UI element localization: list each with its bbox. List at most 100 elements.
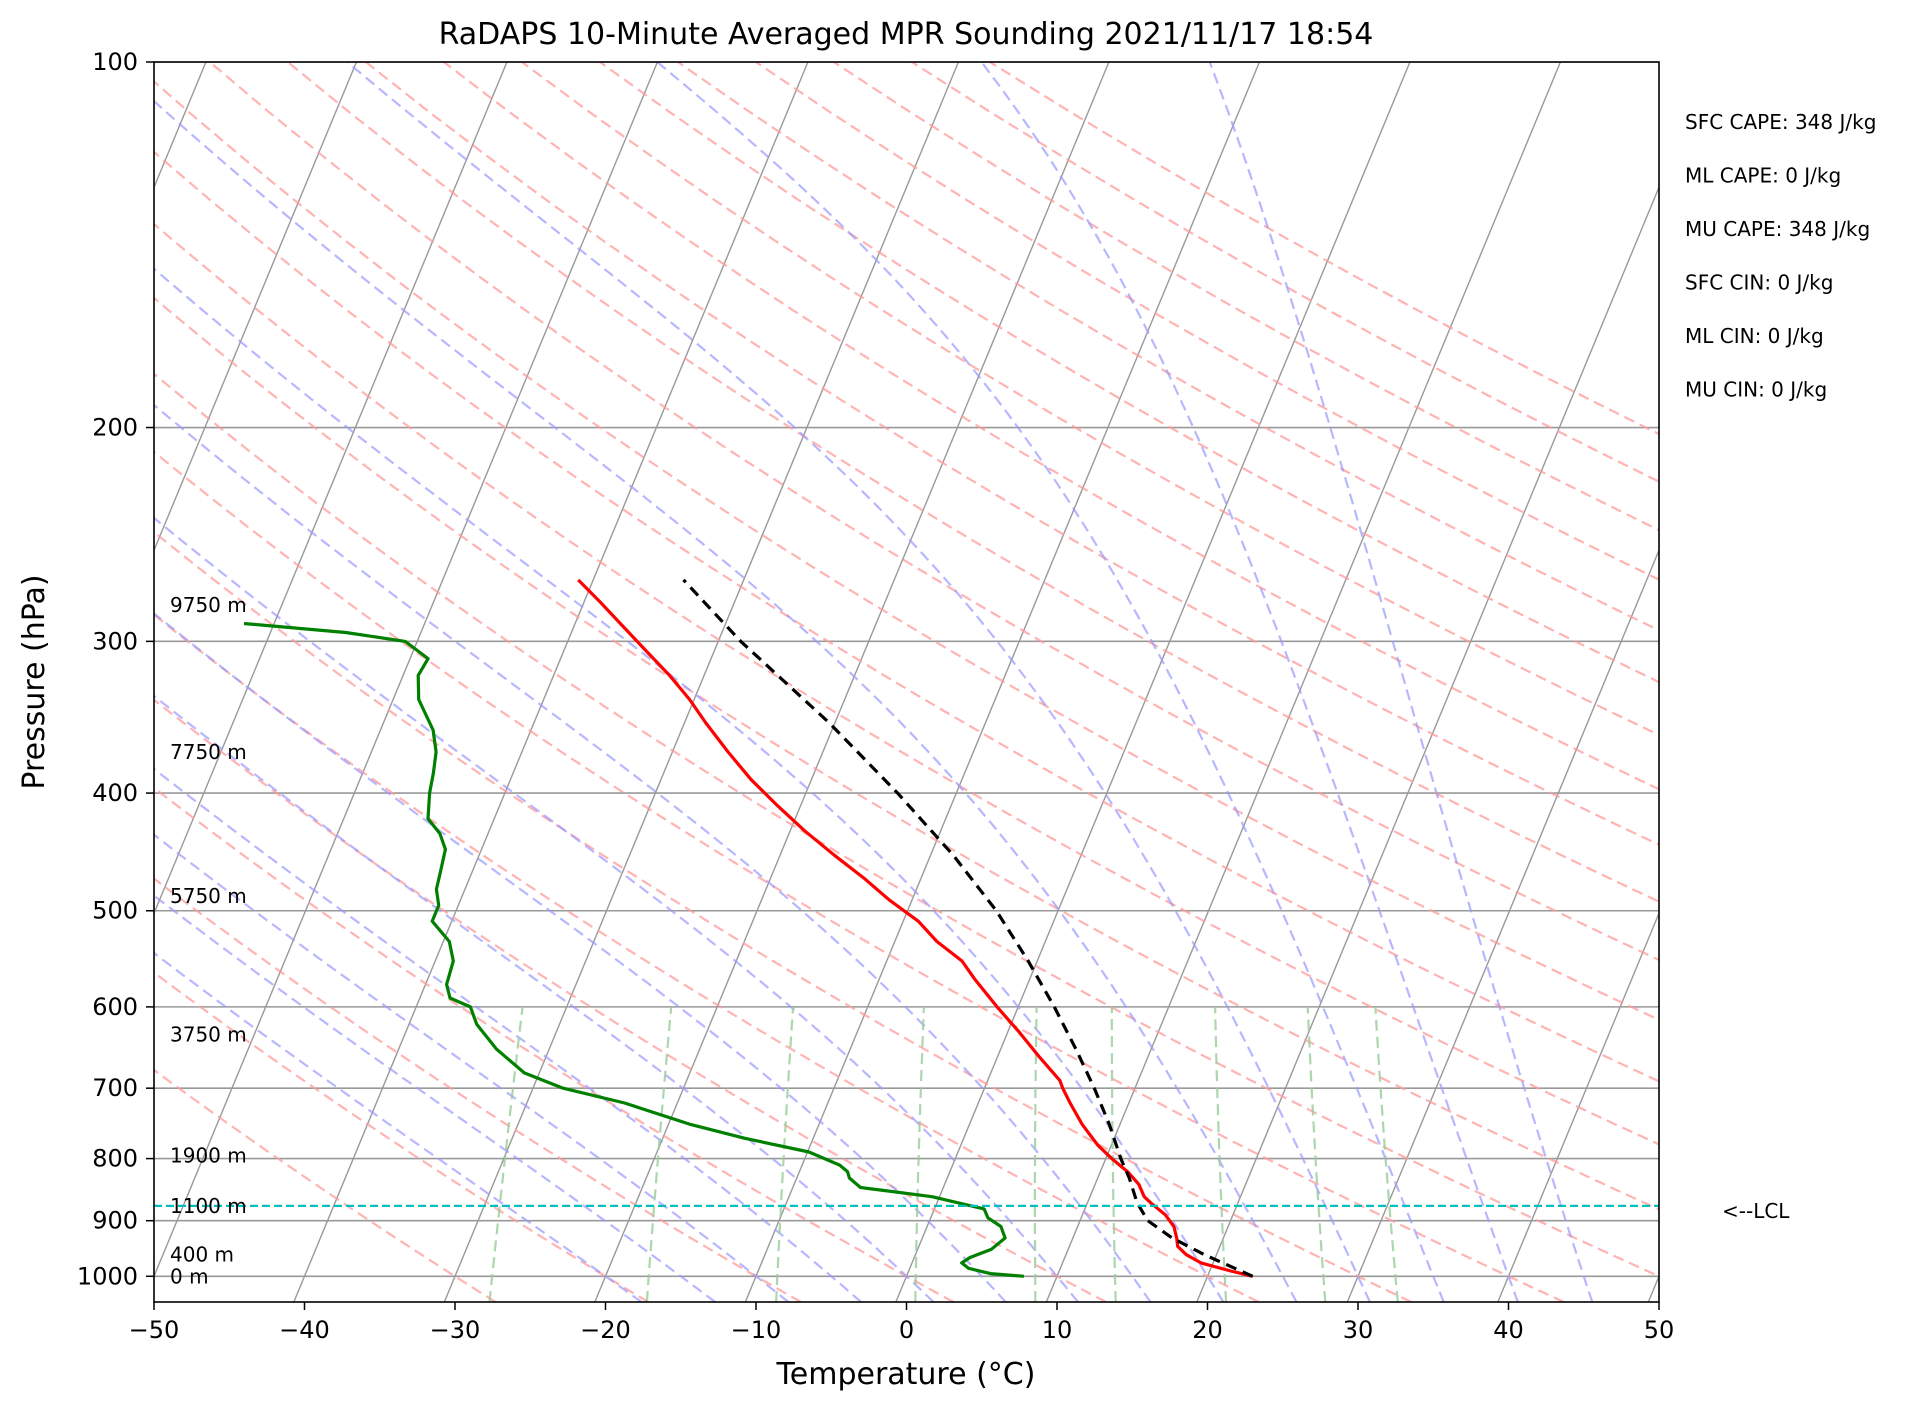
dry-adiabat-line	[521, 62, 1659, 737]
mixing-ratio-line	[1374, 1006, 1399, 1302]
dry-adiabat-line	[443, 62, 1659, 791]
stat-item: SFC CIN: 0 J/kg	[1685, 271, 1833, 295]
stat-item: MU CIN: 0 J/kg	[1685, 378, 1827, 402]
moist-adiabat-line	[154, 516, 1079, 1302]
x-tick-label: 40	[1493, 1316, 1524, 1344]
dry-adiabat-line	[599, 62, 1659, 684]
moist-adiabat-line	[346, 62, 1371, 1302]
moist-adiabat-line	[656, 62, 1445, 1302]
lcl-label: <--LCL	[1722, 1199, 1790, 1223]
stat-item: ML CAPE: 0 J/kg	[1685, 164, 1841, 188]
height-label: 400 m	[170, 1243, 234, 1267]
height-label: 7750 m	[170, 740, 247, 764]
background-lines	[154, 62, 1911, 1302]
height-label: 1100 m	[170, 1194, 247, 1218]
y-tick-label: 1000	[77, 1262, 138, 1290]
isotherm-line	[1346, 548, 1659, 1302]
height-label: 0 m	[170, 1264, 209, 1288]
isotherm-line	[154, 62, 358, 553]
mixing-ratio-line	[1033, 1006, 1038, 1302]
dry-adiabat-line	[154, 613, 1260, 1302]
mixing-ratio-line	[1110, 1006, 1117, 1302]
x-tick-label: −50	[129, 1316, 180, 1344]
isotherm-line	[1196, 185, 1659, 1302]
moist-adiabat-line	[154, 951, 643, 1302]
mixing-ratio-line	[775, 1006, 795, 1302]
moist-adiabat-line	[154, 267, 1225, 1302]
y-tick-label: 700	[92, 1074, 138, 1102]
isotherm-line	[1045, 62, 1562, 1302]
isotherm-line	[594, 62, 1110, 1302]
y-tick-label: 800	[92, 1145, 138, 1173]
dry-adiabat-line	[154, 222, 1659, 1146]
moist-adiabat-line	[154, 403, 1152, 1302]
y-tick-label: 600	[92, 993, 138, 1021]
isotherm-line	[1497, 911, 1659, 1302]
x-tick-label: 30	[1343, 1316, 1374, 1344]
y-tick-label: 400	[92, 779, 138, 807]
dry-adiabat-line	[755, 62, 1659, 581]
height-label: 3750 m	[170, 1022, 247, 1046]
isotherm-line	[895, 62, 1411, 1302]
mixing-ratio-line	[1306, 1006, 1327, 1302]
x-tick-label: 0	[899, 1316, 914, 1344]
moist-adiabat-line	[154, 99, 1298, 1302]
x-tick-label: −40	[279, 1316, 330, 1344]
moist-adiabat-line	[154, 611, 1007, 1302]
y-tick-label: 100	[92, 48, 138, 76]
dewpoint-line	[243, 621, 1025, 1278]
dry-adiabat-line	[911, 62, 1659, 483]
isotherm-line	[154, 62, 508, 916]
y-tick-label: 300	[92, 627, 138, 655]
y-tick-label: 500	[92, 897, 138, 925]
height-label: 1900 m	[170, 1143, 247, 1167]
moist-adiabat-line	[154, 833, 790, 1302]
y-tick-label: 200	[92, 414, 138, 442]
isotherm-line	[443, 62, 960, 1302]
dry-adiabat-line	[154, 786, 955, 1302]
height-label: 5750 m	[170, 884, 247, 908]
dry-adiabat-line	[154, 450, 1565, 1302]
moist-adiabat-line	[1208, 62, 1594, 1302]
dry-adiabat-line	[833, 62, 1659, 532]
mixing-ratio-line	[914, 1006, 925, 1302]
x-tick-label: −20	[580, 1316, 631, 1344]
dry-adiabat-line	[365, 62, 1659, 846]
moist-adiabat-line	[154, 894, 716, 1302]
x-tick-label: −30	[430, 1316, 481, 1344]
parcel-line	[682, 578, 1254, 1278]
y-axis: 1000 900 800 700 600 500 400 300 200 100	[77, 48, 154, 1290]
dry-adiabat-line	[209, 62, 1659, 962]
isotherm-line	[293, 62, 809, 1302]
x-axis: −50 −40 −30 −20 −10 0 10 20 30 40 50	[129, 1302, 1675, 1344]
chart-title: RaDAPS 10-Minute Averaged MPR Sounding 2…	[439, 17, 1374, 52]
dry-adiabat-line	[154, 150, 1659, 1083]
isotherm-line	[154, 62, 659, 1279]
stat-item: MU CAPE: 348 J/kg	[1685, 217, 1870, 241]
moist-adiabat-line	[154, 694, 935, 1302]
x-tick-label: 10	[1042, 1316, 1073, 1344]
moist-adiabat-line	[980, 62, 1519, 1302]
mixing-ratio-line	[645, 1006, 673, 1302]
x-tick-label: −10	[731, 1316, 782, 1344]
y-tick-label: 900	[92, 1207, 138, 1235]
mixing-ratio-line	[1214, 1006, 1228, 1302]
mixing-ratio-line	[488, 1006, 524, 1302]
temperature-line	[577, 578, 1254, 1278]
x-tick-label: 50	[1644, 1316, 1675, 1344]
dry-adiabat-line	[154, 80, 1659, 1022]
x-tick-label: 20	[1192, 1316, 1223, 1344]
isotherm-line	[1799, 62, 1911, 1302]
isotherm-line	[1647, 1274, 1659, 1302]
stat-item: SFC CAPE: 348 J/kg	[1685, 110, 1876, 134]
y-axis-label: Pressure (hPa)	[17, 574, 52, 789]
dry-adiabat-line	[154, 296, 1659, 1211]
dry-adiabat-line	[677, 62, 1659, 632]
dry-adiabat-line	[154, 1068, 497, 1302]
dry-adiabat-line	[154, 530, 1412, 1302]
data-lines	[154, 578, 1659, 1278]
x-axis-label: Temperature (°C)	[776, 1357, 1036, 1392]
dry-adiabat-line	[287, 62, 1659, 903]
dry-adiabat-line	[154, 698, 1107, 1302]
